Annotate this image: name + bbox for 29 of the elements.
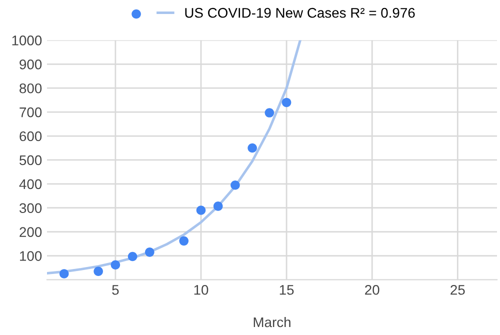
- point: [59, 269, 69, 278]
- point: [248, 143, 257, 153]
- point: [282, 98, 292, 108]
- point: [230, 180, 240, 190]
- point: [94, 266, 103, 276]
- y-tick-label: 1000: [12, 36, 42, 46]
- x-tick-label: 25: [450, 284, 465, 295]
- point: [145, 248, 154, 257]
- legend-label: US COVID-19 New Cases R² = 0.976: [185, 8, 415, 18]
- point: [264, 108, 274, 118]
- point: [110, 260, 120, 270]
- x-tick-label: 20: [365, 284, 380, 295]
- x-axis-title: March: [254, 316, 290, 328]
- y-tick-label: 400: [19, 179, 42, 190]
- y-tick-label: 900: [20, 59, 42, 70]
- y-tick-label: 500: [20, 155, 42, 166]
- point: [213, 202, 223, 211]
- y-tick-label: 200: [20, 227, 42, 237]
- y-tick-label: 700: [20, 107, 42, 118]
- x-tick-label: 15: [280, 285, 294, 295]
- y-tick-label: 600: [20, 131, 42, 142]
- point: [128, 252, 138, 262]
- x-tick-label: 5: [112, 285, 119, 295]
- y-tick-label: 100: [20, 251, 42, 261]
- y-tick-label: 300: [20, 203, 42, 214]
- x-tick-label: 10: [194, 284, 208, 295]
- point: [196, 206, 206, 215]
- y-tick-label: 800: [20, 83, 42, 94]
- point: [179, 236, 189, 246]
